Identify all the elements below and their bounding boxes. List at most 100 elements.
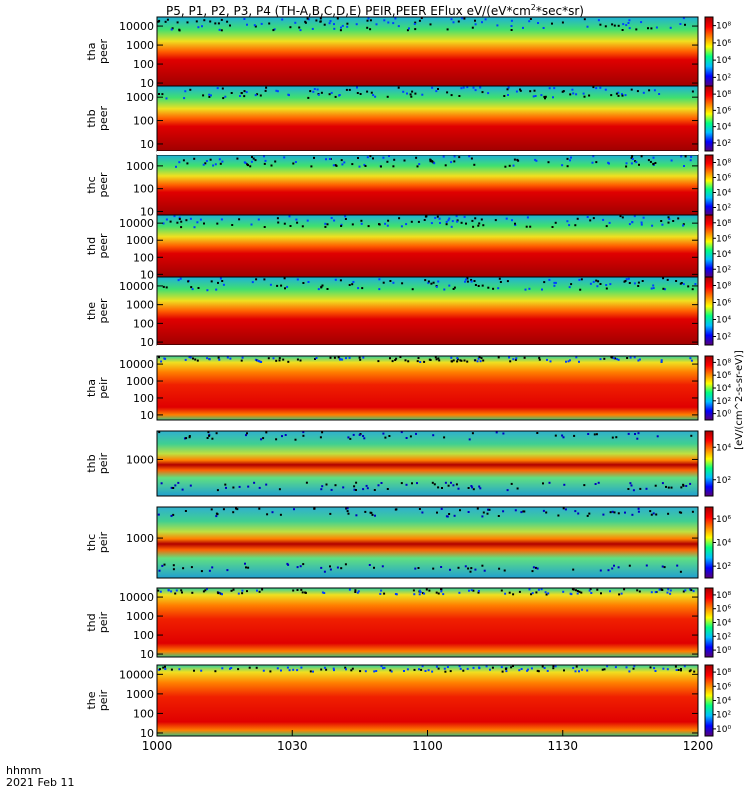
- colorbar-tick-label: 10⁴: [716, 250, 731, 260]
- spectrogram-thd-peir: [157, 588, 698, 657]
- colorbar-tick-label: 10⁴: [716, 316, 731, 326]
- colorbar-tick-label: 10²: [716, 73, 731, 83]
- noise-band-thb-peer: [158, 86, 694, 100]
- panel-label-instrument: peir: [97, 531, 110, 553]
- data-gap-stripe: [157, 579, 698, 586]
- noise-band-thd-peer: [162, 215, 685, 229]
- y-tick-label: 100: [133, 629, 154, 642]
- spectrogram-thc-peer: [157, 155, 698, 215]
- spectrogram-the-peir: [157, 665, 698, 736]
- colorbar-tick-label: 10⁶: [716, 39, 731, 49]
- panel-label-instrument: peer: [97, 233, 110, 259]
- panel-frame-thc-peir: [156, 506, 699, 579]
- colorbar-tick-label: 10⁸: [716, 219, 731, 229]
- y-tick-label: 10: [140, 648, 154, 661]
- colorbar-tick-label: 10⁴: [716, 189, 731, 199]
- colorbar-tick-label: 10⁶: [716, 605, 731, 615]
- y-tick-label: 1000: [126, 234, 154, 247]
- panel-label-instrument: peer: [97, 172, 110, 198]
- y-tick-label: 10: [140, 727, 154, 740]
- y-tick-label: 1000: [126, 160, 154, 173]
- colorbar-tick-label: 10²: [716, 265, 731, 275]
- colorbar-tick-label: 10⁸: [716, 668, 731, 678]
- y-tick-label: 10: [140, 138, 154, 151]
- x-tick-label: 1000: [142, 739, 173, 753]
- colorbar-tick-label: 10⁰: [716, 646, 731, 656]
- y-tick-label: 100: [133, 707, 154, 720]
- figure-title: P5, P1, P2, P3, P4 (TH-A,B,C,D,E) PEIR,P…: [0, 0, 750, 19]
- panel-label-instrument: peir: [97, 452, 110, 474]
- y-tick-label: 10: [140, 268, 154, 281]
- x-tick-label: 1200: [683, 739, 714, 753]
- colorbar-tick-label: 10⁰: [716, 410, 731, 420]
- colorbar-tick-label: 10²: [716, 139, 731, 149]
- panel-frame-thb-peir: [156, 430, 699, 497]
- colorbar-tick-label: 10⁴: [716, 443, 731, 453]
- spectrogram-thc-peir: [157, 507, 698, 578]
- colorbar-tick-label: 10⁶: [716, 106, 731, 116]
- x-tick-label: 1100: [412, 739, 443, 753]
- y-tick-label: 100: [133, 392, 154, 405]
- colorbar-tick-label: 10⁶: [716, 371, 731, 381]
- colorbar-tick-label: 10²: [716, 562, 731, 572]
- colorbar-tick-label: 10²: [716, 711, 731, 721]
- colorbar-tick-label: 10⁸: [716, 358, 731, 368]
- y-tick-label: 10: [140, 409, 154, 422]
- y-tick-label: 100: [133, 317, 154, 330]
- colorbar-thb-peer: [704, 85, 714, 152]
- colorbar-tick-label: 10⁴: [716, 697, 731, 707]
- panel-label-probe: thb: [85, 109, 98, 127]
- colorbar-thb-peir: [704, 430, 714, 497]
- colorbar-tick-label: 10²: [716, 397, 731, 407]
- colorbar-tick-label: 10⁸: [716, 282, 731, 292]
- panel-label-probe: thc: [85, 176, 98, 193]
- y-tick-label: 1000: [126, 299, 154, 312]
- colorbar-tick-label: 10⁴: [716, 384, 731, 394]
- y-tick-label: 1000: [126, 688, 154, 701]
- colorbar-tick-label: 10⁶: [716, 682, 731, 692]
- colorbar-unit-label: [eV/(cm^2-s-sr-eV)]: [734, 350, 745, 450]
- colorbar-thc-peer: [704, 154, 714, 216]
- spectrogram-thd-peer: [157, 215, 698, 277]
- y-tick-label: 100: [133, 183, 154, 196]
- y-tick-label: 1000: [126, 91, 154, 104]
- panel-label-instrument: peir: [97, 377, 110, 399]
- colorbar-the-peir: [704, 664, 714, 737]
- panel-label-probe: the: [85, 302, 98, 320]
- panel-label-instrument: peir: [97, 611, 110, 633]
- colorbar-tha-peer: [704, 16, 714, 87]
- colorbar-tick-label: 10⁶: [716, 299, 731, 309]
- y-tick-label: 10000: [119, 358, 154, 371]
- colorbar-tick-label: 10²: [716, 204, 731, 214]
- colorbar-thc-peir: [704, 506, 714, 579]
- noise-band-thc-peir: [157, 507, 694, 573]
- spectrogram-thb-peir: [157, 431, 698, 496]
- colorbar-tick-label: 10⁴: [716, 539, 731, 549]
- colorbar-tick-label: 10⁶: [716, 234, 731, 244]
- panel-label-instrument: peer: [97, 298, 110, 324]
- panel-label-instrument: peer: [97, 39, 110, 65]
- colorbar-thd-peir: [704, 587, 714, 658]
- colorbar-tick-label: 10⁰: [716, 725, 731, 735]
- y-tick-label: 10000: [119, 668, 154, 681]
- noise-band-the-peir: [158, 665, 696, 673]
- colorbar-tick-label: 10⁴: [716, 123, 731, 133]
- y-tick-label: 1000: [126, 532, 154, 545]
- y-tick-label: 1000: [126, 375, 154, 388]
- colorbar-tick-label: 10⁸: [716, 591, 731, 601]
- y-tick-label: 10000: [119, 591, 154, 604]
- y-tick-label: 10: [140, 336, 154, 349]
- spectrogram-tha-peir: [157, 356, 698, 420]
- y-tick-label: 1000: [126, 453, 154, 466]
- colorbar-tick-label: 10⁸: [716, 159, 731, 169]
- y-tick-label: 10000: [119, 20, 154, 33]
- y-tick-label: 100: [133, 115, 154, 128]
- x-tick-label: 1130: [547, 739, 578, 753]
- colorbar-tick-label: 10⁴: [716, 619, 731, 629]
- spectrogram-thb-peer: [157, 86, 698, 151]
- noise-band-the-peer: [162, 277, 697, 292]
- time-axis-label: hhmm: [6, 764, 42, 777]
- noise-band-thb-peir: [158, 431, 693, 492]
- spectrogram-the-peer: [157, 277, 698, 345]
- x-tick-label: 1030: [277, 739, 308, 753]
